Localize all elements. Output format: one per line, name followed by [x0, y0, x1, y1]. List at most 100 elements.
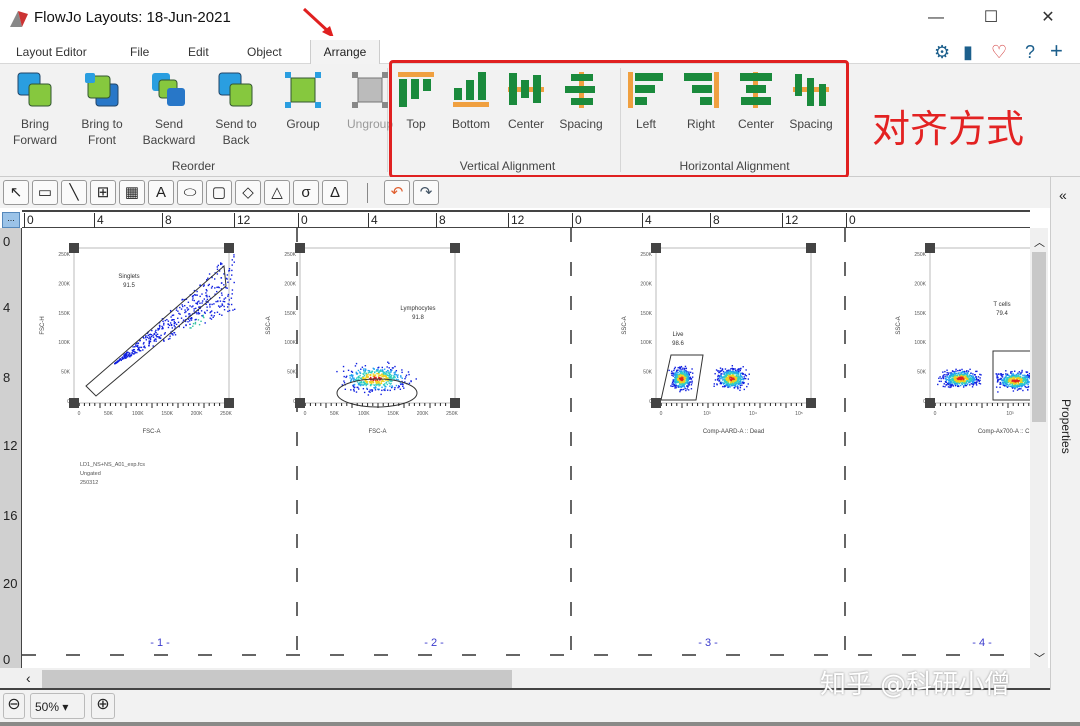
- scroll-down-icon[interactable]: ﹀: [1034, 653, 1045, 665]
- tool-line-icon[interactable]: ╲: [61, 180, 87, 205]
- gate[interactable]: [85, 264, 227, 397]
- drawing-toolbar: ↖ ▭ ╲ ⊞ ▦ A ⬭ ▢ ◇ △ σ Δ ↶ ↷: [0, 177, 1050, 208]
- selection-handle[interactable]: [925, 243, 935, 253]
- bring-forward-button[interactable]: Bring Forward: [2, 70, 68, 148]
- zoom-select[interactable]: 50% ▾: [30, 693, 85, 719]
- close-button[interactable]: ✕: [1041, 9, 1055, 26]
- send-backward-icon: [152, 73, 185, 106]
- ruler-tick-label: 8: [436, 213, 446, 228]
- tool-rounded-rect-icon[interactable]: ▢: [206, 180, 232, 205]
- tool-grid-icon[interactable]: ▦: [119, 180, 145, 205]
- vertical-scroll-thumb[interactable]: [1032, 252, 1046, 422]
- watermark: 知乎 @科研小僧: [820, 670, 1011, 700]
- tool-delta-icon[interactable]: Δ: [322, 180, 348, 205]
- tool-triangle-icon[interactable]: △: [264, 180, 290, 205]
- align-horizontal-center-button[interactable]: Center: [728, 70, 784, 132]
- tool-pointer-icon[interactable]: ↖: [3, 180, 29, 205]
- bookmark-icon[interactable]: ▮: [963, 42, 973, 62]
- group-label-vertical: Vertical Alignment: [459, 159, 556, 173]
- selection-handle[interactable]: [69, 398, 79, 408]
- menu-arrange[interactable]: Arrange: [310, 40, 380, 65]
- selection-handle[interactable]: [450, 398, 460, 408]
- undo-icon[interactable]: ↶: [384, 180, 410, 205]
- horizontal-scrollbar[interactable]: ‹: [0, 668, 1050, 690]
- align-horizontal-left-button[interactable]: Left: [618, 70, 674, 132]
- x-tick-label: 200K: [191, 411, 203, 417]
- menu-layout-editor[interactable]: Layout Editor: [16, 45, 87, 59]
- align-vertical-center-button[interactable]: Center: [498, 70, 554, 132]
- menu-bar: Layout Editor File Edit Object: [0, 36, 1080, 64]
- collapse-icon[interactable]: «: [1059, 187, 1067, 203]
- ruler-corner-button[interactable]: ...: [2, 212, 20, 228]
- align-horizontal-right-button[interactable]: Right: [673, 70, 729, 132]
- y-tick-label: 100K: [58, 340, 70, 346]
- scroll-left-icon[interactable]: ‹: [26, 670, 31, 686]
- tool-sigma-icon[interactable]: σ: [293, 180, 319, 205]
- tool-table-icon[interactable]: ⊞: [90, 180, 116, 205]
- ruler-tick-label: 12: [782, 213, 798, 228]
- tool-ellipse-icon[interactable]: ⬭: [177, 180, 203, 205]
- tool-rectangle-icon[interactable]: ▭: [32, 180, 58, 205]
- selection-handle[interactable]: [224, 243, 234, 253]
- selection-handle[interactable]: [806, 243, 816, 253]
- flowjo-logo-icon: [10, 11, 28, 27]
- properties-tab[interactable]: Properties: [1059, 399, 1073, 454]
- ruler-tick-label: 0: [298, 213, 308, 228]
- redo-icon[interactable]: ↷: [413, 180, 439, 205]
- group-button[interactable]: Group: [270, 70, 336, 132]
- align-vertical-bottom-button[interactable]: Bottom: [443, 70, 499, 132]
- align-center-icon: [740, 72, 772, 108]
- selection-handle[interactable]: [651, 398, 661, 408]
- send-backward-button[interactable]: Send Backward: [136, 70, 202, 148]
- minimize-button[interactable]: —: [928, 9, 944, 26]
- x-tick-label: 200K: [417, 411, 429, 417]
- selection-handle[interactable]: [69, 243, 79, 253]
- y-tick-label: 200K: [914, 281, 926, 287]
- selection-handle[interactable]: [651, 243, 661, 253]
- heart-icon[interactable]: ♡: [991, 42, 1008, 62]
- gate[interactable]: [992, 350, 1030, 401]
- horizontal-scroll-thumb[interactable]: [42, 670, 512, 688]
- vertical-scrollbar[interactable]: ︿ ﹀: [1030, 228, 1048, 668]
- menu-edit[interactable]: Edit: [188, 45, 209, 59]
- ungroup-button[interactable]: Ungroup: [337, 70, 403, 132]
- menu-file[interactable]: File: [130, 45, 150, 59]
- button-label: Backward: [142, 133, 196, 147]
- bring-to-front-button[interactable]: Bring to Front: [69, 70, 135, 148]
- y-tick-label: 150K: [284, 311, 296, 317]
- y-axis-label: FSC-H: [40, 316, 46, 334]
- zoom-out-icon[interactable]: ⊖: [3, 693, 25, 719]
- selection-handle[interactable]: [450, 243, 460, 253]
- align-vertical-top-button[interactable]: Top: [388, 70, 444, 132]
- tool-diamond-icon[interactable]: ◇: [235, 180, 261, 205]
- layout-canvas[interactable]: - 1 - - 2 - - 3 - - 4 - FSC-H FSC-A 250K 200K 15…: [22, 228, 1030, 668]
- align-horizontal-spacing-button[interactable]: Spacing: [783, 70, 839, 132]
- send-to-back-button[interactable]: Send to Back: [203, 70, 269, 148]
- selection-handle[interactable]: [224, 398, 234, 408]
- selection-handle[interactable]: [925, 398, 935, 408]
- flow-plot[interactable]: FSC-H FSC-A 250K 200K 150K 100K 50K 0 0 50K 100K 15…: [40, 243, 236, 435]
- flow-plot[interactable]: SSC-A FSC-A 250K 200K 150K 100K 50K 0 0 50K 100K 15…: [266, 243, 460, 435]
- align-vertical-spacing-button[interactable]: Spacing: [553, 70, 609, 132]
- gate[interactable]: [660, 354, 704, 401]
- selection-handle[interactable]: [295, 398, 305, 408]
- help-icon[interactable]: ?: [1025, 42, 1036, 62]
- gate[interactable]: [336, 378, 418, 408]
- ruler-tick-label: 12: [3, 438, 18, 453]
- maximize-button[interactable]: ☐: [983, 9, 999, 26]
- selection-handle[interactable]: [295, 243, 305, 253]
- align-left-icon: [628, 72, 663, 108]
- scroll-up-icon[interactable]: ︿: [1034, 237, 1045, 249]
- plus-icon[interactable]: +: [1050, 38, 1063, 63]
- tool-text-icon[interactable]: A: [148, 180, 174, 205]
- zoom-in-icon[interactable]: ⊕: [91, 693, 115, 719]
- gear-icon[interactable]: ⚙: [934, 42, 951, 62]
- sample-info: LD1_NS+NS_A01_exp.fcs: [80, 462, 145, 468]
- menu-object[interactable]: Object: [247, 45, 282, 59]
- x-tick-label: 0: [660, 411, 663, 417]
- selection-handle[interactable]: [806, 398, 816, 408]
- bring-to-front-icon: [85, 73, 119, 107]
- group-icon: [285, 72, 321, 108]
